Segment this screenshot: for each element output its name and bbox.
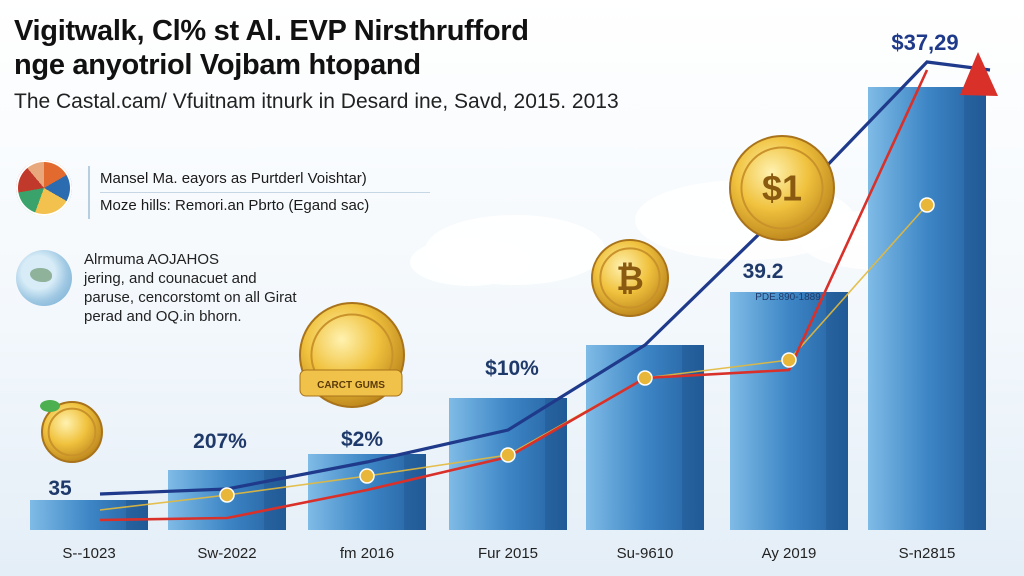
bar-shade-2	[404, 454, 426, 530]
x-tick-label: S-n2815	[899, 545, 956, 562]
trend-arrow-icon	[960, 52, 998, 96]
bar-sub-label: PDE.890-1889	[755, 292, 821, 303]
bar-shade-6	[964, 87, 986, 530]
note-line-4: perad and OQ.in bhorn.	[84, 308, 242, 325]
x-tick-label: Ay 2019	[762, 545, 817, 562]
leaf-icon	[40, 400, 60, 412]
bitcoin-coin-icon-label: ₿	[616, 260, 644, 298]
data-point-marker	[500, 447, 516, 463]
x-tick-label: fm 2016	[340, 545, 394, 562]
bar-2	[308, 454, 426, 530]
bar-3	[449, 398, 567, 530]
small-coin-icon-rim	[47, 407, 97, 457]
bar-value-label: 207%	[193, 430, 247, 453]
bar-shade-0	[126, 500, 148, 530]
chart-title-block: Vigitwalk, Cl% st Al. EVP Nirsthrufford …	[14, 14, 714, 116]
dollar-coin-icon	[729, 135, 835, 241]
data-point-marker	[219, 487, 235, 503]
data-point-marker	[919, 197, 935, 213]
legend-note-text: Alrmuma AOJAHOS jering, and counacuet an…	[84, 250, 344, 326]
legend-entry-2: Moze hills: Remori.an Pbrto (Egand sac)	[100, 197, 370, 214]
bar-value-label: $2%	[341, 428, 383, 451]
coin-banner-label: CARCT GUMS	[317, 380, 385, 391]
x-tick-label: Fur 2015	[478, 545, 538, 562]
bar-value-label: $10%	[485, 357, 539, 380]
bar-value-label: 39.2	[743, 260, 784, 283]
x-tick-label: Su-9610	[617, 545, 674, 562]
data-point-marker	[637, 370, 653, 386]
chart-title-line2: nge anyotriol Vojbam htopand	[14, 49, 421, 81]
bar-shade-1	[264, 470, 286, 530]
small-coin-icon	[41, 401, 103, 463]
bar-value-label: 35	[48, 477, 72, 500]
note-line-3: paruse, cencorstomt on all Girat	[84, 289, 297, 306]
chart-subtitle: The Castal.cam/ Vfuitnam itnurk in Desar…	[14, 90, 619, 113]
legend-entries: Mansel Ma. eayors as Purtderl Voishtar) …	[88, 166, 430, 219]
x-tick-label: Sw-2022	[197, 545, 256, 562]
x-tick-label: S--1023	[62, 545, 115, 562]
dollar-coin-icon-rim	[740, 146, 824, 230]
legend-entry-1: Mansel Ma. eayors as Purtderl Voishtar)	[100, 166, 430, 193]
series-line-navy	[99, 60, 991, 496]
bar-value-label: $37,29	[891, 30, 958, 55]
bar-shade-5	[826, 292, 848, 530]
dollar-coin-icon-label: $1	[762, 168, 802, 209]
chart-title-line1: Vigitwalk, Cl% st Al. EVP Nirsthrufford	[14, 15, 529, 47]
note-line-2: jering, and counacuet and	[84, 270, 257, 287]
bar-shade-3	[545, 398, 567, 530]
coin-banner	[299, 369, 403, 397]
data-point-marker	[359, 468, 375, 484]
bar-5	[730, 292, 848, 530]
bar-shade-4	[682, 345, 704, 530]
bar-0	[30, 500, 148, 530]
bitcoin-coin-icon	[591, 239, 669, 317]
data-point-marker	[781, 352, 797, 368]
artwork-badge-icon	[16, 160, 72, 216]
bar-6	[868, 87, 986, 530]
note-line-1: Alrmuma AOJAHOS	[84, 251, 220, 268]
bitcoin-coin-icon-rim	[599, 247, 661, 309]
globe-icon	[16, 250, 72, 306]
